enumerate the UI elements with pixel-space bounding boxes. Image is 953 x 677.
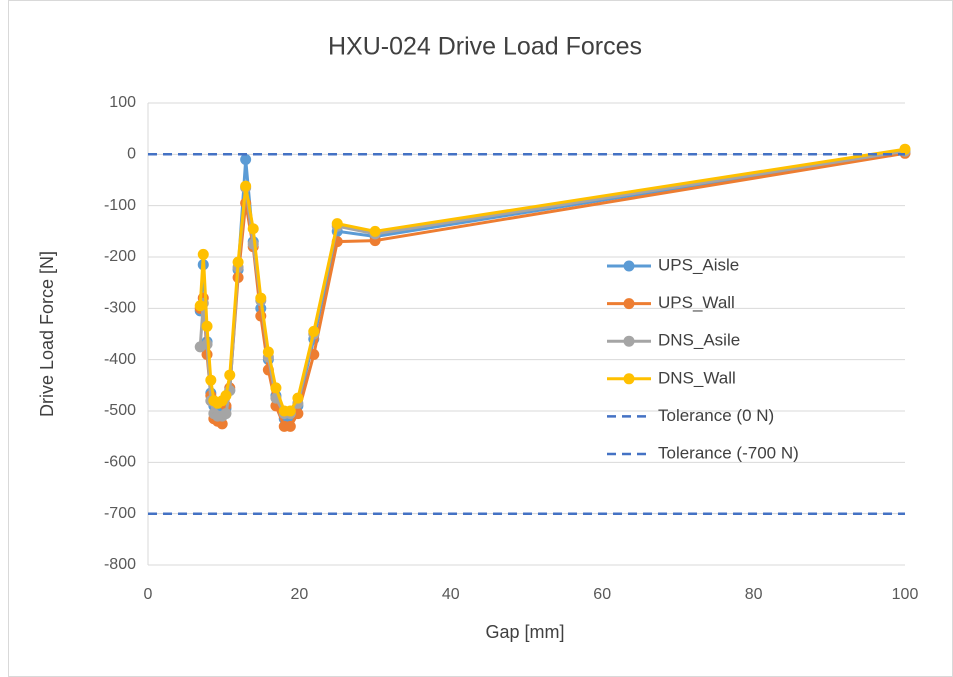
data-point xyxy=(220,408,232,420)
y-tick-label: -400 xyxy=(104,351,136,368)
x-tick-label: 20 xyxy=(291,586,309,603)
data-point xyxy=(247,223,259,235)
y-tick-label: -200 xyxy=(104,248,136,265)
x-axis-title: Gap [mm] xyxy=(485,622,564,642)
data-point xyxy=(197,248,209,260)
legend-label: UPS_Wall xyxy=(658,293,735,312)
data-point xyxy=(232,256,244,268)
legend-marker xyxy=(623,298,635,310)
legend-marker xyxy=(623,260,635,272)
x-tick-label: 0 xyxy=(144,586,153,603)
data-point xyxy=(899,143,911,155)
data-point xyxy=(205,374,217,386)
y-tick-label: -800 xyxy=(104,556,136,573)
legend-label: UPS_Aisle xyxy=(658,255,739,274)
data-point xyxy=(308,325,320,337)
data-point xyxy=(240,153,252,165)
chart-frame xyxy=(8,0,953,677)
legend-marker xyxy=(623,373,635,385)
y-tick-label: -500 xyxy=(104,402,136,419)
data-point xyxy=(240,180,252,192)
x-tick-label: 100 xyxy=(892,586,919,603)
data-point xyxy=(284,420,296,432)
chart-title: HXU-024 Drive Load Forces xyxy=(328,33,642,61)
data-point xyxy=(194,300,206,312)
y-tick-label: -100 xyxy=(104,197,136,214)
data-point xyxy=(224,369,236,381)
x-tick-label: 80 xyxy=(745,586,763,603)
x-tick-label: 40 xyxy=(442,586,460,603)
data-point xyxy=(270,382,282,394)
y-tick-label: 0 xyxy=(127,146,136,163)
legend-marker xyxy=(623,335,635,347)
data-point xyxy=(201,320,213,332)
legend-label: Tolerance (-700 N) xyxy=(658,443,799,462)
data-point xyxy=(262,346,274,358)
legend-label: DNS_Asile xyxy=(658,331,740,350)
y-tick-label: -700 xyxy=(104,505,136,522)
data-point xyxy=(369,225,381,237)
series-line xyxy=(198,147,906,413)
y-tick-label: -300 xyxy=(104,300,136,317)
series xyxy=(194,143,911,417)
data-point xyxy=(331,218,343,230)
y-tick-label: -600 xyxy=(104,454,136,471)
legend-label: DNS_Wall xyxy=(658,368,736,387)
data-point xyxy=(255,292,267,304)
data-point xyxy=(220,390,232,402)
x-tick-label: 60 xyxy=(593,586,611,603)
y-tick-label: 100 xyxy=(109,94,136,111)
data-point xyxy=(292,392,304,404)
legend-label: Tolerance (0 N) xyxy=(658,406,774,425)
data-point xyxy=(284,405,296,417)
y-axis-title: Drive Load Force [N] xyxy=(37,251,57,417)
